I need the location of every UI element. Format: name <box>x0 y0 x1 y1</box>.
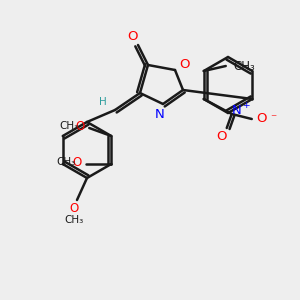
Text: CH₃: CH₃ <box>60 121 79 131</box>
Text: O: O <box>180 58 190 71</box>
Text: +: + <box>242 101 250 110</box>
Text: O: O <box>217 130 227 142</box>
Text: N: N <box>155 107 165 121</box>
Text: O: O <box>73 155 82 169</box>
Text: CH₃: CH₃ <box>233 59 255 73</box>
Text: ⁻: ⁻ <box>271 112 277 125</box>
Text: O: O <box>128 31 138 44</box>
Text: CH₃: CH₃ <box>64 215 84 225</box>
Text: O: O <box>76 119 85 133</box>
Text: N: N <box>232 104 242 118</box>
Text: H: H <box>99 97 107 107</box>
Text: CH₃: CH₃ <box>57 157 76 167</box>
Text: O: O <box>69 202 79 214</box>
Text: O: O <box>256 112 267 125</box>
